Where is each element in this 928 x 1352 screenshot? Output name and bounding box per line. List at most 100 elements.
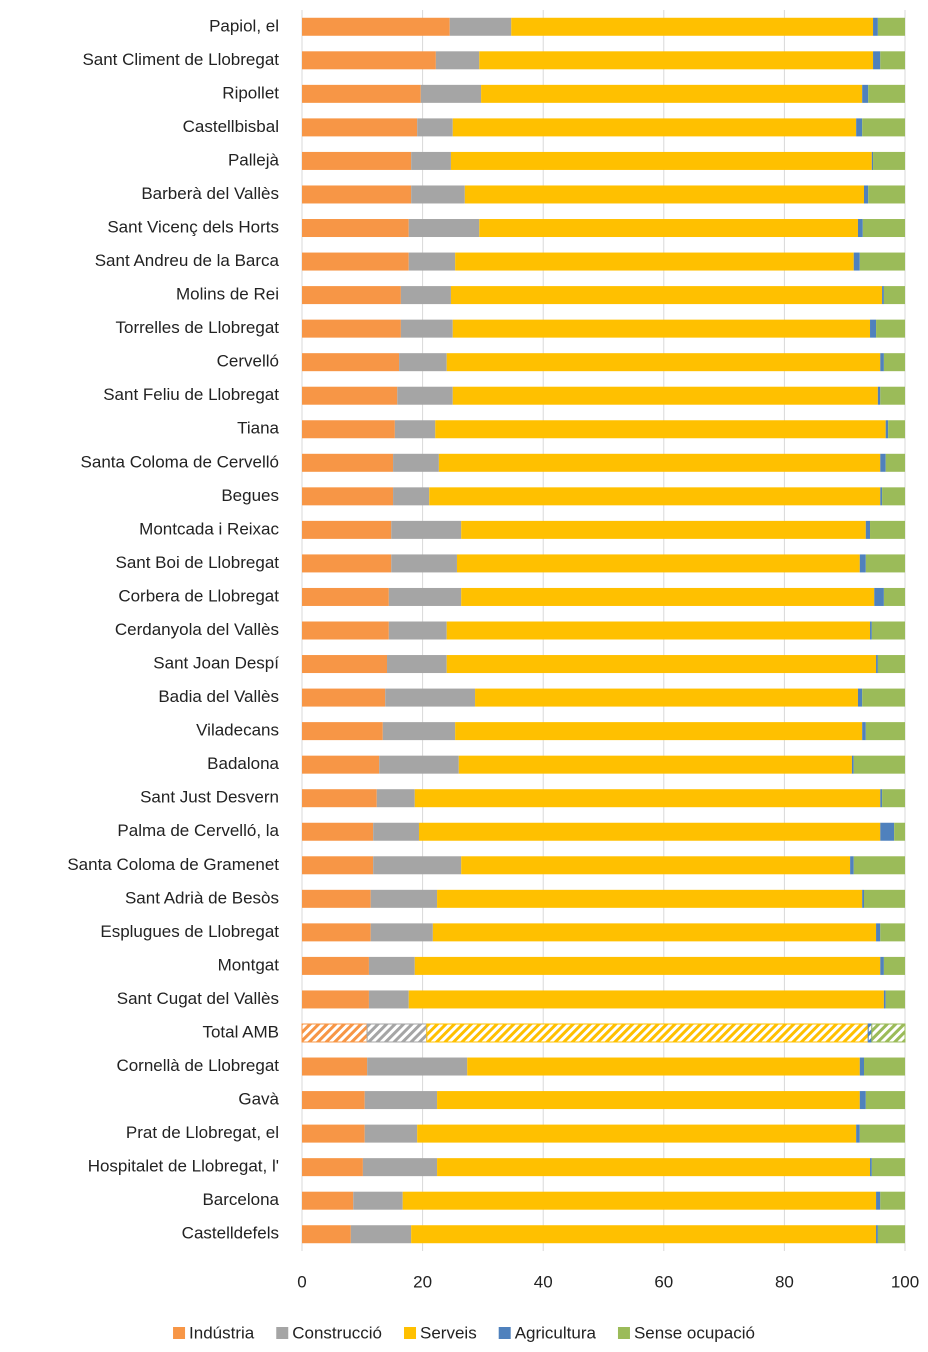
bar-segment xyxy=(859,1057,864,1076)
bar-segment xyxy=(867,1023,873,1043)
legend-label: Indústria xyxy=(189,1323,255,1342)
bar-segment xyxy=(414,956,881,975)
y-tick-label: Palma de Cervelló, la xyxy=(117,821,279,840)
bar-segment xyxy=(302,990,369,1009)
y-tick-label: Montgat xyxy=(218,955,280,974)
y-tick-label: Sant Boi de Llobregat xyxy=(115,553,279,572)
bar-segment xyxy=(302,51,436,70)
bar-segment xyxy=(856,1124,860,1143)
bar-segment xyxy=(302,688,386,707)
bar-segment xyxy=(302,1158,363,1177)
bar-segment xyxy=(880,956,884,975)
legend-swatch xyxy=(404,1327,417,1339)
x-tick-label: 20 xyxy=(413,1272,432,1291)
bar-segment xyxy=(452,319,871,338)
bar-segment xyxy=(870,621,872,640)
bar-segment xyxy=(382,722,456,741)
bar-segment xyxy=(302,956,369,975)
bar-segment xyxy=(302,453,394,472)
bar-segment xyxy=(437,1091,860,1110)
bar-segment xyxy=(883,956,905,975)
bar-segment xyxy=(863,1057,905,1076)
x-tick-label: 100 xyxy=(891,1272,919,1291)
bar-segment xyxy=(862,889,864,908)
y-tick-label: Castelldefels xyxy=(182,1224,279,1243)
bar-segment xyxy=(874,587,884,606)
legend-label: Agricultura xyxy=(515,1323,597,1342)
bar-segment xyxy=(479,51,874,70)
bar-segment xyxy=(873,51,881,70)
bar-segment xyxy=(366,1023,428,1043)
y-tick-label: Barberà del Vallès xyxy=(141,184,279,203)
bar-segment xyxy=(479,219,858,238)
bar-segment xyxy=(853,856,905,875)
y-tick-label: Hospitalet de Llobregat, l' xyxy=(88,1157,279,1176)
y-tick-label: Sant Vicenç dels Horts xyxy=(107,217,279,236)
bar-segment xyxy=(862,219,905,238)
bar-segment xyxy=(391,554,457,573)
bar-segment xyxy=(880,386,905,405)
bar-segment xyxy=(437,1158,871,1177)
bar-segment xyxy=(302,420,395,439)
bar-segment xyxy=(353,1191,403,1210)
bar-segment xyxy=(865,722,905,741)
bar-segment xyxy=(411,185,465,204)
bar-segment xyxy=(400,286,451,305)
y-tick-label: Sant Andreu de la Barca xyxy=(95,251,280,270)
bar-segment xyxy=(373,822,419,841)
bar-segment xyxy=(302,1091,365,1110)
y-tick-label: Sant Adrià de Besòs xyxy=(125,888,279,907)
bar-segment xyxy=(876,1191,881,1210)
bar-segment xyxy=(432,923,877,942)
bar-segment xyxy=(302,587,389,606)
bar-segment xyxy=(446,621,871,640)
y-tick-label: Total AMB xyxy=(202,1022,279,1041)
bar-segment xyxy=(364,1091,438,1110)
y-tick-label: Sant Feliu de Llobregat xyxy=(103,385,279,404)
bar-segment xyxy=(408,252,456,271)
bar-segment xyxy=(302,118,418,137)
bar-segment xyxy=(368,956,415,975)
bar-segment xyxy=(364,1124,418,1143)
legend-swatch xyxy=(498,1327,511,1339)
bar-segment xyxy=(862,722,866,741)
bar-segment xyxy=(888,420,905,439)
bar-segment xyxy=(302,185,412,204)
y-tick-label: Sant Cugat del Vallès xyxy=(117,989,279,1008)
bar-segment xyxy=(455,252,854,271)
bar-segment xyxy=(302,655,388,674)
y-tick-label: Ripollet xyxy=(222,83,279,102)
bar-segment xyxy=(411,1225,877,1244)
bar-segment xyxy=(461,520,866,539)
bar-segment xyxy=(851,755,854,774)
bar-segment xyxy=(882,286,884,305)
bar-segment xyxy=(461,587,875,606)
bar-segment xyxy=(302,889,371,908)
bar-segment xyxy=(388,621,447,640)
bar-segment xyxy=(871,621,905,640)
bar-segment xyxy=(885,453,905,472)
bar-segment xyxy=(870,520,905,539)
bar-segment xyxy=(450,151,872,170)
bar-segment xyxy=(871,1023,906,1043)
bar-segment xyxy=(455,722,863,741)
bar-segment xyxy=(449,17,512,36)
bar-segment xyxy=(859,554,866,573)
bar-segment xyxy=(387,655,447,674)
bar-segment xyxy=(452,386,878,405)
legend-swatch xyxy=(173,1327,186,1339)
bar-segment xyxy=(876,319,905,338)
y-tick-label: Cerdanyola del Vallès xyxy=(115,620,279,639)
bar-segment xyxy=(876,655,878,674)
y-tick-label: Barcelona xyxy=(202,1190,279,1209)
bar-segment xyxy=(302,822,374,841)
bar-segment xyxy=(464,185,864,204)
bar-segment xyxy=(877,1225,905,1244)
bar-segment xyxy=(863,185,869,204)
bar-segment xyxy=(853,252,860,271)
bar-segment xyxy=(429,487,881,506)
bar-segment xyxy=(865,554,905,573)
bar-segment xyxy=(877,655,905,674)
bar-segment xyxy=(863,889,905,908)
bar-segment xyxy=(418,822,881,841)
